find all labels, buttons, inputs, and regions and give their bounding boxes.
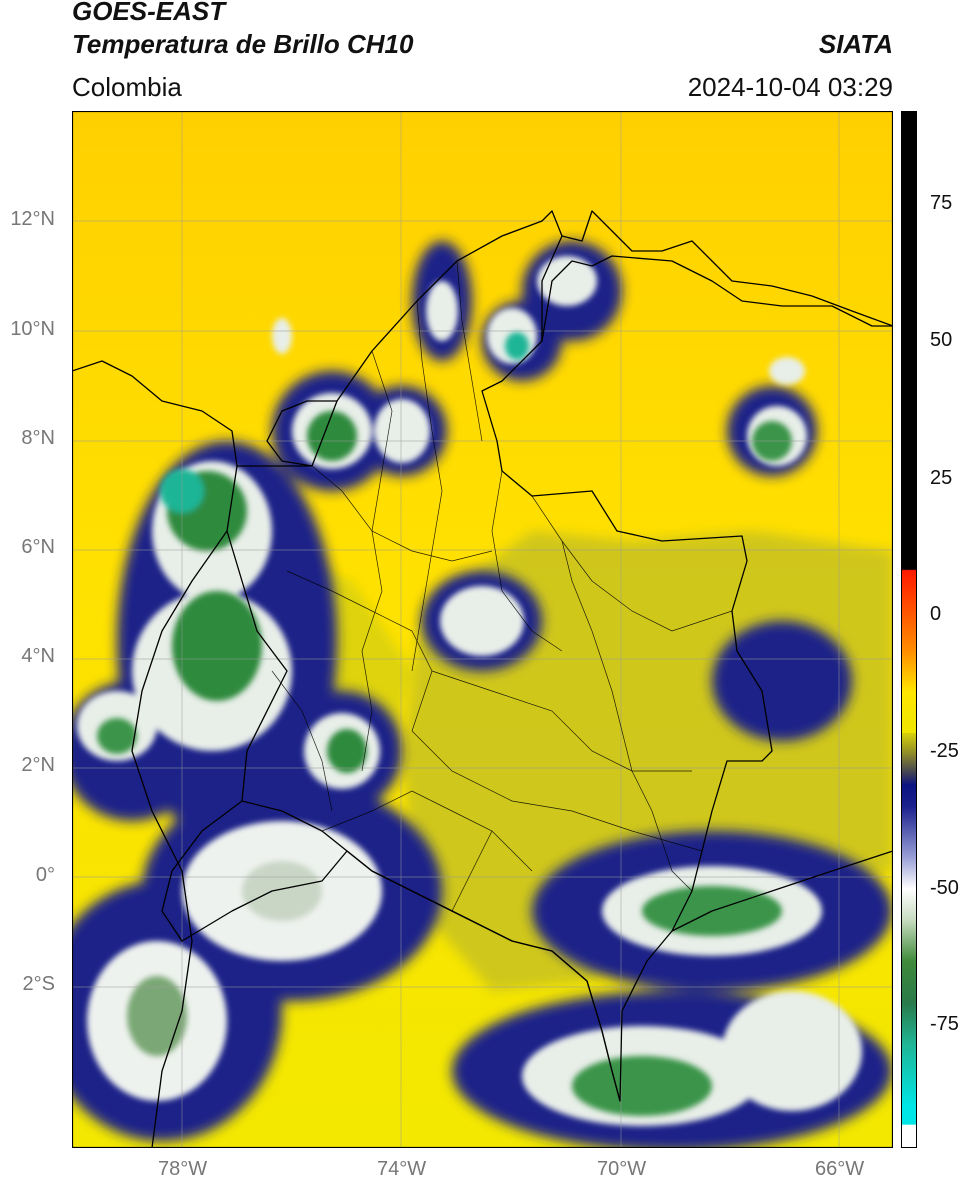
colorbar-tick-minus75: -75 bbox=[930, 1013, 959, 1035]
satellite-map[interactable] bbox=[72, 111, 893, 1148]
colorbar bbox=[901, 111, 917, 1148]
gridlines bbox=[72, 111, 893, 1148]
lon-label-66w: 66°W bbox=[815, 1158, 865, 1180]
political-borders bbox=[72, 210, 893, 1148]
colorbar-tick-25: 25 bbox=[930, 467, 953, 489]
colorbar-tick-minus50: -50 bbox=[930, 877, 959, 899]
lon-label-78w: 78°W bbox=[158, 1158, 208, 1180]
lat-label-8n: 8°N bbox=[21, 427, 55, 449]
colorbar-tick-75: 75 bbox=[930, 192, 953, 214]
colorbar-tick-0: 0 bbox=[930, 603, 942, 625]
lat-label-0: 0° bbox=[35, 864, 55, 886]
ecuador-border bbox=[161, 800, 348, 942]
lat-label-2s: 2°S bbox=[22, 973, 55, 995]
satellite-title: GOES-EAST bbox=[72, 0, 226, 26]
colorbar-tick-50: 50 bbox=[930, 329, 953, 351]
lat-label-6n: 6°N bbox=[21, 536, 55, 558]
map-frame bbox=[72, 111, 893, 1148]
lon-label-74w: 74°W bbox=[377, 1158, 427, 1180]
peru-border bbox=[346, 850, 621, 1102]
lat-label-2n: 2°N bbox=[21, 754, 55, 776]
product-title: Temperatura de Brillo CH10 bbox=[72, 29, 414, 59]
source-label: SIATA bbox=[818, 29, 893, 59]
lon-label-70w: 70°W bbox=[597, 1158, 647, 1180]
department-borders bbox=[271, 260, 733, 912]
cloud-systems bbox=[72, 241, 892, 1148]
caribbean-coast bbox=[266, 400, 337, 467]
brazil-border bbox=[671, 850, 893, 932]
lat-label-4n: 4°N bbox=[21, 645, 55, 667]
lat-label-10n: 10°N bbox=[10, 318, 55, 340]
lat-label-12n: 12°N bbox=[10, 208, 55, 230]
colorbar-tick-minus25: -25 bbox=[930, 740, 959, 762]
venezuela-border bbox=[541, 255, 893, 342]
venezuela-north-coast bbox=[561, 210, 893, 327]
pacific-coast bbox=[131, 530, 228, 1148]
region-label: Colombia bbox=[72, 72, 182, 102]
panama-coast bbox=[72, 360, 238, 467]
datetime-label: 2024-10-04 03:29 bbox=[687, 72, 893, 102]
colombia-border bbox=[226, 210, 773, 1102]
